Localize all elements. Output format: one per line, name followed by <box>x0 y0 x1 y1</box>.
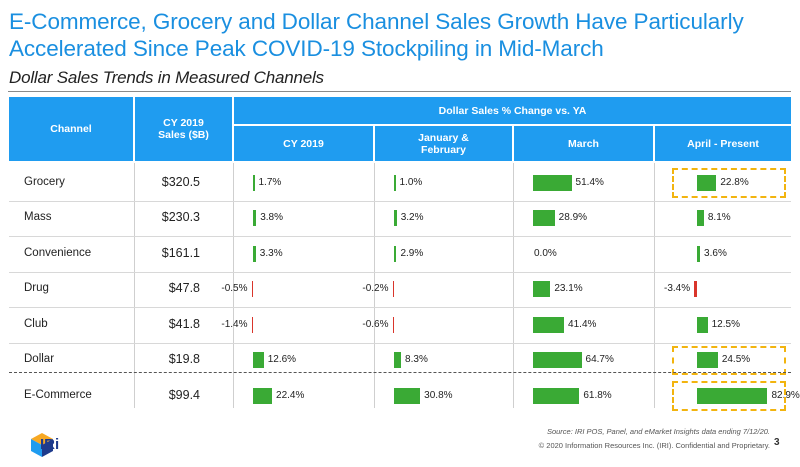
value-label: 28.9% <box>558 212 588 224</box>
value-label: 61.8% <box>583 389 612 401</box>
data-bar-negative <box>392 316 394 333</box>
data-bar <box>394 352 402 369</box>
value-label: 51.4% <box>575 176 604 188</box>
value-label: 3.6% <box>704 247 727 259</box>
source-note: Source: IRI POS, Panel, and eMarket Insi… <box>546 427 770 436</box>
sales-value: $99.4 <box>168 387 200 402</box>
value-label: 22.4% <box>276 389 305 401</box>
value-label: -1.4% <box>221 318 248 330</box>
row-divider <box>9 307 791 308</box>
value-label: 3.8% <box>260 212 284 224</box>
sales-value: $161.1 <box>161 245 200 260</box>
sales-value: $230.3 <box>161 210 200 225</box>
data-bar <box>253 352 264 369</box>
value-label: 8.1% <box>707 212 731 224</box>
channel-label: Convenience <box>24 246 92 259</box>
data-bar <box>533 352 582 369</box>
data-bar <box>394 245 397 262</box>
data-bar <box>253 210 257 227</box>
value-label: -3.4% <box>663 283 691 295</box>
value-label: 3.2% <box>400 212 424 224</box>
data-bar <box>697 316 708 333</box>
value-label: 3.3% <box>259 247 283 259</box>
column-divider <box>654 163 655 408</box>
ecommerce-separator <box>9 372 791 373</box>
value-label: 30.8% <box>424 389 453 401</box>
channel-label: Mass <box>24 211 52 224</box>
channel-label: Drug <box>24 282 49 295</box>
value-label: 22.8% <box>720 176 749 188</box>
header-group: Dollar Sales % Change vs. YA <box>234 97 791 124</box>
value-label: 2.9% <box>400 247 424 259</box>
value-label: 12.6% <box>267 354 297 366</box>
page-title: E-Commerce, Grocery and Dollar Channel S… <box>9 9 744 61</box>
data-bar-negative <box>251 316 253 333</box>
data-bar <box>394 174 396 191</box>
header-col-april: April - Present <box>655 126 791 161</box>
header-sales: CY 2019 Sales ($B) <box>135 97 232 161</box>
column-divider <box>233 163 234 408</box>
data-bar-negative <box>694 281 697 298</box>
header-col-march: March <box>514 126 653 161</box>
page-number: 3 <box>774 437 780 448</box>
sales-value: $19.8 <box>168 352 200 367</box>
row-divider <box>9 236 791 237</box>
highlight-box <box>672 381 786 411</box>
data-bar-negative <box>251 281 253 298</box>
table-subtitle: Dollar Sales Trends in Measured Channels <box>9 68 324 87</box>
data-bar <box>533 281 551 298</box>
data-bar <box>394 387 421 404</box>
data-bar <box>533 174 572 191</box>
value-label: 12.5% <box>711 318 740 330</box>
value-label: 41.4% <box>568 318 597 330</box>
iri-logo-icon <box>31 433 53 457</box>
data-bar <box>697 352 718 369</box>
row-divider <box>9 200 791 202</box>
channel-label: Dollar <box>24 353 55 366</box>
data-bar <box>533 316 565 333</box>
copyright-note: © 2020 Information Resources Inc. (IRI).… <box>538 441 770 450</box>
data-bar-negative <box>392 281 394 298</box>
data-bar <box>253 174 255 191</box>
data-bar <box>697 210 704 227</box>
value-label: 23.1% <box>554 283 583 295</box>
value-label: 64.7% <box>585 354 614 366</box>
value-label: -0.5% <box>221 283 248 295</box>
highlight-box <box>672 168 786 198</box>
logo-text: IRi <box>40 436 60 453</box>
data-bar <box>697 174 717 191</box>
sales-value: $320.5 <box>161 174 200 189</box>
sales-value: $47.8 <box>168 281 200 296</box>
row-divider <box>9 271 791 273</box>
column-divider <box>134 163 135 408</box>
column-divider <box>374 163 375 408</box>
value-label: -0.2% <box>362 283 389 295</box>
channel-label: Club <box>24 317 48 330</box>
sales-value: $41.8 <box>168 316 200 331</box>
data-bar <box>394 210 397 227</box>
value-label: 1.0% <box>399 176 423 188</box>
data-bar <box>697 245 701 262</box>
column-divider <box>513 163 514 408</box>
value-label: 1.7% <box>258 176 282 188</box>
data-bar <box>533 210 555 227</box>
data-bar <box>253 387 273 404</box>
title-divider <box>8 91 791 92</box>
value-label: 24.5% <box>721 354 751 366</box>
value-label: 0.0% <box>534 247 557 259</box>
value-label: -0.6% <box>362 318 389 330</box>
data-bar <box>533 387 580 404</box>
channel-label: E-Commerce <box>24 388 92 401</box>
row-divider <box>9 342 791 344</box>
data-bar <box>253 245 256 262</box>
data-bar <box>697 387 768 404</box>
header-col-cy2019: CY 2019 <box>234 126 373 161</box>
value-label: 8.3% <box>405 354 428 366</box>
highlight-box <box>672 345 786 375</box>
channel-label: Grocery <box>24 175 65 188</box>
header-channel: Channel <box>9 97 133 161</box>
header-col-janfeb: January & February <box>375 126 512 161</box>
